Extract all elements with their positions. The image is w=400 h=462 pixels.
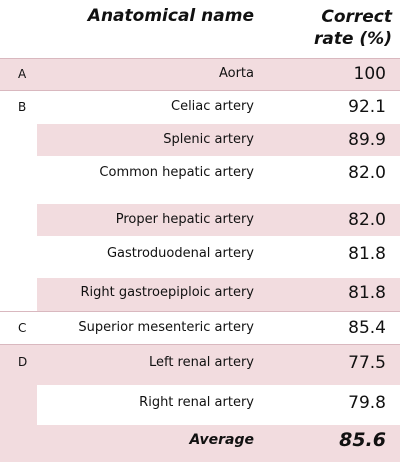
anatomical-name-cell: Proper hepatic artery <box>115 212 254 227</box>
anatomical-name-cell: Gastroduodenal artery <box>106 246 254 261</box>
row-divider <box>0 311 400 312</box>
table-row: Aorta 100 <box>37 59 400 90</box>
table-row: Left renal artery 77.5 <box>37 345 400 385</box>
correct-rate-cell: 89.9 <box>348 130 386 150</box>
group-label-a: A <box>18 67 27 81</box>
header-correct-rate: Correct rate (%) <box>272 6 392 50</box>
row-divider <box>0 344 400 345</box>
correct-rate-cell: 79.8 <box>348 393 386 413</box>
correct-rate-cell: 77.5 <box>348 353 386 373</box>
anatomical-name-cell: Left renal artery <box>148 355 254 370</box>
correct-rate-cell: 85.4 <box>348 318 386 338</box>
table-row-average: Average 85.6 <box>37 425 400 462</box>
average-label: Average <box>189 432 254 448</box>
table-header: Anatomical name Correct rate (%) <box>0 0 400 59</box>
group-cell-d <box>0 345 37 462</box>
table-row: Superior mesenteric artery 85.4 <box>37 312 400 344</box>
table-row: Splenic artery 89.9 <box>37 124 400 156</box>
correct-rate-cell: 92.1 <box>348 97 386 117</box>
group-cell-b <box>0 91 37 311</box>
anatomical-name-cell: Right renal artery <box>139 395 254 410</box>
table-row: Celiac artery 92.1 <box>37 91 400 123</box>
table-row: Right gastroepiploic artery 81.8 <box>37 278 400 311</box>
group-label-b: B <box>18 100 27 114</box>
anatomical-name-cell: Celiac artery <box>171 99 254 114</box>
anatomical-name-cell: Aorta <box>218 66 254 81</box>
row-divider <box>0 90 400 91</box>
table-row: Gastroduodenal artery 81.8 <box>37 239 400 271</box>
table-row: Proper hepatic artery 82.0 <box>37 204 400 236</box>
header-correct-rate-line1: Correct <box>321 7 392 27</box>
group-label-c: C <box>18 321 27 335</box>
header-anatomical-name: Anatomical name <box>87 6 254 26</box>
anatomical-name-cell: Common hepatic artery <box>99 165 254 180</box>
correct-rate-cell: 81.8 <box>348 244 386 264</box>
correct-rate-cell: 82.0 <box>348 163 386 183</box>
correct-rate-cell: 82.0 <box>348 210 386 230</box>
table-row: Right renal artery 79.8 <box>37 386 400 424</box>
anatomical-name-cell: Right gastroepiploic artery <box>80 285 254 300</box>
header-correct-rate-line2: rate (%) <box>313 29 392 49</box>
group-cell-c <box>0 312 37 344</box>
group-label-d: D <box>18 355 28 369</box>
table-row: Common hepatic artery 82.0 <box>37 157 400 189</box>
group-cell-a <box>0 59 37 90</box>
average-rate: 85.6 <box>339 429 386 451</box>
anatomical-name-cell: Superior mesenteric artery <box>78 320 254 335</box>
correct-rate-cell: 100 <box>353 64 386 84</box>
anatomical-name-cell: Splenic artery <box>163 132 254 147</box>
correct-rate-cell: 81.8 <box>348 283 386 303</box>
